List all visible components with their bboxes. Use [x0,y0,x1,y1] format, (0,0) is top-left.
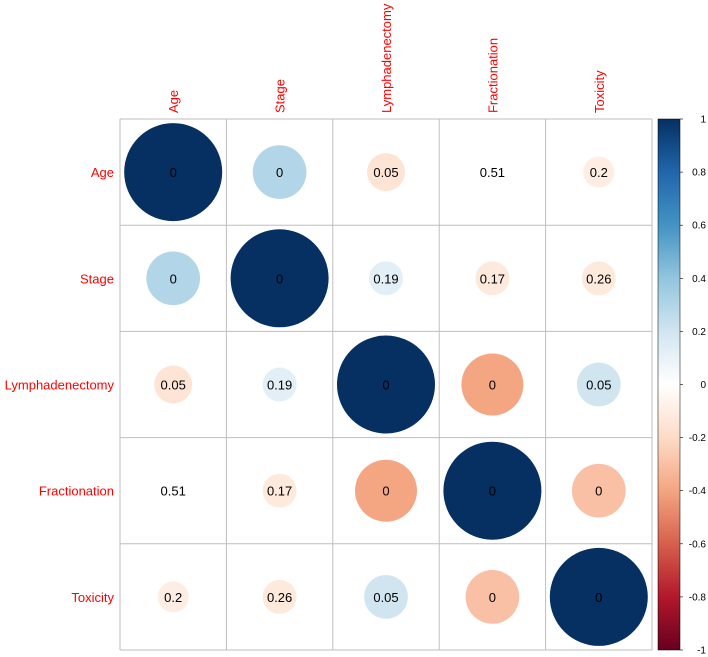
p-value-label: 0 [276,271,283,286]
corr-circle-age-toxicity [583,156,615,188]
col-label-age: Age [166,90,181,113]
corr-circle-lymphadenectomy-age [154,365,193,404]
colorbar-tick-label: -0.8 [689,592,707,603]
corr-circle-stage-fractionation [475,261,510,296]
row-label-lymphadenectomy: Lymphadenectomy [5,378,115,393]
p-value-label: 0.05 [373,590,398,605]
colorbar-tick-label: -0.2 [689,433,707,444]
colorbar-tick-label: 0.2 [692,327,706,338]
corr-circle-toxicity-lymphadenectomy [364,574,408,619]
corr-circle-stage-age [146,251,201,306]
corr-circle-stage-lymphadenectomy [369,261,403,296]
corr-circle-fractionation-age [166,483,181,498]
p-value-label: 0 [170,271,177,286]
p-value-label: 0 [489,484,496,499]
corr-circle-lymphadenectomy-stage [262,367,297,402]
p-value-label: 0.05 [373,165,398,180]
colorbar-tick-label: 0.4 [692,274,706,285]
colorbar-gradient [657,118,681,651]
colorbar-tick-label: 0.8 [692,168,706,179]
colorbar-tick-label: -0.4 [689,486,707,497]
row-label-stage: Stage [80,271,114,286]
col-label-stage: Stage [273,79,288,113]
corr-circle-fractionation-fractionation [443,441,542,540]
axis-labels: Age Age Stage Stage Lymphadenectomy Lymphaden… [5,3,607,605]
corr-circle-toxicity-fractionation [465,570,520,624]
cell-labels: 0 0 0.05 0.51 0.2 0 0 0.19 0.17 0.26 0.05 0.19 0 0 0.0… [161,165,612,605]
corr-circle-age-age [124,123,223,222]
p-value-label: 0 [489,378,496,393]
p-value-label: 0.17 [267,484,292,499]
p-value-label: 0.05 [161,378,186,393]
p-value-label: 0.19 [267,378,292,393]
corr-circle-age-fractionation [485,165,500,180]
corr-circle-lymphadenectomy-toxicity [576,362,621,407]
row-label-fractionation: Fractionation [39,484,114,499]
p-value-label: 0 [276,165,283,180]
p-value-label: 0.2 [590,165,608,180]
p-value-label: 0.19 [373,271,398,286]
row-label-age: Age [91,165,114,180]
corr-circle-fractionation-toxicity [571,463,626,518]
p-value-label: 0 [170,165,177,180]
corr-circle-fractionation-stage [262,473,297,508]
colorbar-tick-label: 0 [700,380,706,391]
colorbar: 1 0.8 0.6 0.4 0.2 0 -0.2 -0.4 -0.6 -0.8 -1 [657,115,707,657]
p-value-label: 0 [382,484,389,499]
p-value-label: 0.17 [480,271,505,286]
corr-circle-stage-toxicity [581,261,616,296]
col-label-toxicity: Toxicity [592,70,607,113]
corr-circle-toxicity-stage [262,579,297,614]
corr-circle-age-stage [252,145,307,199]
col-label-fractionation: Fractionation [485,38,500,113]
p-value-label: 0 [489,590,496,605]
row-label-toxicity: Toxicity [71,590,114,605]
corr-circle-fractionation-lymphadenectomy [355,459,417,522]
colorbar-tick-label: -0.6 [689,539,707,550]
p-value-label: 0 [382,378,389,393]
p-value-label: 0.26 [267,590,292,605]
p-value-label: 0.51 [161,484,186,499]
corr-circle-lymphadenectomy-lymphadenectomy [337,335,435,434]
corr-circle-lymphadenectomy-fractionation [461,353,524,416]
colorbar-tick-label: -1 [697,646,706,657]
corr-circle-stage-stage [230,229,329,328]
p-value-label: 0.2 [164,590,182,605]
p-value-label: 0.51 [480,165,505,180]
colorbar-tick-label: 1 [700,115,706,126]
colorbar-tick-label: 0.6 [692,221,706,232]
p-value-label: 0.05 [586,378,611,393]
grid [119,118,653,651]
col-label-lymphadenectomy: Lymphadenectomy [379,3,394,113]
corr-circle-age-lymphadenectomy [367,153,405,192]
corr-circle-toxicity-age [157,581,189,613]
p-value-label: 0 [595,590,602,605]
p-value-label: 0 [595,484,602,499]
circles [124,123,648,646]
p-value-label: 0.26 [586,271,611,286]
corr-circle-toxicity-toxicity [549,547,648,646]
